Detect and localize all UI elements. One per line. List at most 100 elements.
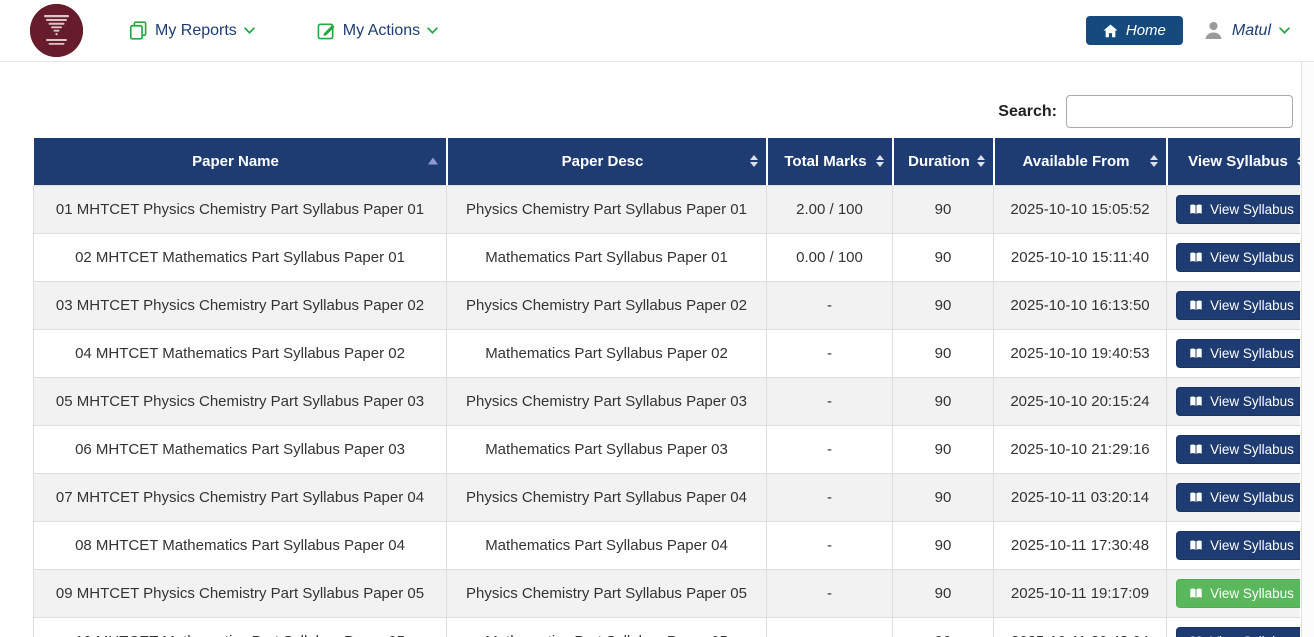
col-header-paper-name[interactable]: Paper Name [33,138,447,185]
papers-table: Paper Name Paper Desc Total Marks Durati… [33,138,1300,637]
cell-paper-desc: Mathematics Part Syllabus Paper 05 [446,616,767,637]
home-icon [1103,23,1118,37]
book-icon [1190,491,1202,502]
cell-duration: 90 [892,280,994,330]
person-icon [1205,21,1222,40]
cell-paper-desc: Physics Chemistry Part Syllabus Paper 04 [446,472,767,522]
cell-paper-name: 10 MHTCET Mathematics Part Syllabus Pape… [33,616,447,637]
view-syllabus-button-label: View Syllabus [1210,585,1294,601]
view-syllabus-button[interactable]: View Syllabus [1176,434,1300,464]
view-syllabus-button[interactable]: View Syllabus [1176,242,1300,272]
cell-total-marks: - [766,520,893,570]
cell-available-from: 2025-10-10 15:05:52 [993,184,1167,234]
logo[interactable] [30,4,83,57]
table-row: 06 MHTCET Mathematics Part Syllabus Pape… [33,424,1300,474]
col-header-label: View Syllabus [1188,152,1288,170]
cell-paper-desc: Mathematics Part Syllabus Paper 03 [446,424,767,474]
cell-duration: 90 [892,376,994,426]
cell-paper-desc: Physics Chemistry Part Syllabus Paper 05 [446,568,767,618]
chevron-down-icon [244,27,255,34]
table-row: 02 MHTCET Mathematics Part Syllabus Pape… [33,232,1300,282]
book-icon [1190,251,1202,262]
cell-available-from: 2025-10-10 20:15:24 [993,376,1167,426]
col-header-label: Paper Desc [561,152,644,170]
cell-paper-name: 02 MHTCET Mathematics Part Syllabus Pape… [33,232,447,282]
table-row: 01 MHTCET Physics Chemistry Part Syllabu… [33,184,1300,234]
cell-available-from: 2025-10-10 19:40:53 [993,328,1167,378]
col-header-available-from[interactable]: Available From [992,138,1167,185]
cell-total-marks: - [766,568,893,618]
cell-duration: 90 [892,616,994,637]
table-header-row: Paper Name Paper Desc Total Marks Durati… [33,138,1300,185]
book-icon [1190,443,1202,454]
cell-paper-desc: Mathematics Part Syllabus Paper 01 [446,232,767,282]
chevron-down-icon [427,27,438,34]
cell-paper-name: 04 MHTCET Mathematics Part Syllabus Pape… [33,328,447,378]
book-icon [1190,587,1202,598]
cell-view-syllabus: View Syllabus [1166,520,1300,570]
cell-paper-name: 08 MHTCET Mathematics Part Syllabus Pape… [33,520,447,570]
cell-paper-name: 07 MHTCET Physics Chemistry Part Syllabu… [33,472,447,522]
top-navbar: My Reports My Actions Home Matul [0,0,1314,62]
user-menu[interactable]: Matul [1203,20,1290,41]
cell-view-syllabus: View Syllabus [1166,568,1300,618]
sort-both-icon [1149,155,1158,168]
col-header-total-marks[interactable]: Total Marks [765,138,893,185]
cell-duration: 90 [892,184,994,234]
cell-view-syllabus: View Syllabus [1166,616,1300,637]
cell-paper-name: 01 MHTCET Physics Chemistry Part Syllabu… [33,184,447,234]
table-row: 07 MHTCET Physics Chemistry Part Syllabu… [33,472,1300,522]
home-button[interactable]: Home [1085,16,1183,45]
view-syllabus-button[interactable]: View Syllabus [1176,290,1300,320]
cell-available-from: 2025-10-11 17:30:48 [993,520,1167,570]
col-header-label: Paper Name [192,152,279,170]
vertical-scrollbar[interactable] [1301,62,1314,637]
view-syllabus-button[interactable]: View Syllabus [1176,530,1300,560]
view-syllabus-button[interactable]: View Syllabus [1176,194,1300,224]
menu-my-reports[interactable]: My Reports [129,21,255,40]
view-syllabus-button[interactable]: View Syllabus [1176,578,1300,608]
home-button-label: Home [1125,22,1166,39]
sort-both-icon [976,155,985,168]
papers-table-wrapper: Paper Name Paper Desc Total Marks Durati… [33,138,1300,637]
col-header-view-syllabus[interactable]: View Syllabus [1165,138,1300,185]
cell-paper-desc: Mathematics Part Syllabus Paper 04 [446,520,767,570]
cell-paper-desc: Physics Chemistry Part Syllabus Paper 02 [446,280,767,330]
search-input[interactable] [1066,95,1293,128]
view-syllabus-button[interactable]: View Syllabus [1176,482,1300,512]
book-icon [1190,347,1202,358]
view-syllabus-button-label: View Syllabus [1210,393,1294,409]
col-header-paper-desc[interactable]: Paper Desc [445,138,767,185]
view-syllabus-button[interactable]: View Syllabus [1176,386,1300,416]
col-header-label: Available From [1022,152,1130,170]
col-header-duration[interactable]: Duration [891,138,994,185]
cell-total-marks: - [766,328,893,378]
actions-edit-icon [317,23,335,40]
cell-available-from: 2025-10-11 03:20:14 [993,472,1167,522]
reports-copy-icon [129,21,147,40]
table-row: 03 MHTCET Physics Chemistry Part Syllabu… [33,280,1300,330]
cell-view-syllabus: View Syllabus [1166,376,1300,426]
menu-my-actions-label: My Actions [342,21,421,39]
book-icon [1190,539,1202,550]
cell-view-syllabus: View Syllabus [1166,472,1300,522]
cell-total-marks: - [766,280,893,330]
cell-total-marks: - [766,472,893,522]
cell-available-from: 2025-10-10 21:29:16 [993,424,1167,474]
view-syllabus-button-label: View Syllabus [1210,345,1294,361]
book-icon [1190,299,1202,310]
view-syllabus-button[interactable]: View Syllabus [1176,626,1300,637]
book-icon [1190,395,1202,406]
sort-asc-icon [427,157,438,165]
view-syllabus-button[interactable]: View Syllabus [1176,338,1300,368]
table-row: 10 MHTCET Mathematics Part Syllabus Pape… [33,616,1300,637]
cell-paper-name: 03 MHTCET Physics Chemistry Part Syllabu… [33,280,447,330]
cell-total-marks: - [766,376,893,426]
table-row: 05 MHTCET Physics Chemistry Part Syllabu… [33,376,1300,426]
menu-my-actions[interactable]: My Actions [317,21,438,40]
cell-total-marks: 0.00 / 100 [766,232,893,282]
table-row: 08 MHTCET Mathematics Part Syllabus Pape… [33,520,1300,570]
cell-paper-desc: Mathematics Part Syllabus Paper 02 [446,328,767,378]
table-row: 09 MHTCET Physics Chemistry Part Syllabu… [33,568,1300,618]
sort-both-icon [875,155,884,168]
